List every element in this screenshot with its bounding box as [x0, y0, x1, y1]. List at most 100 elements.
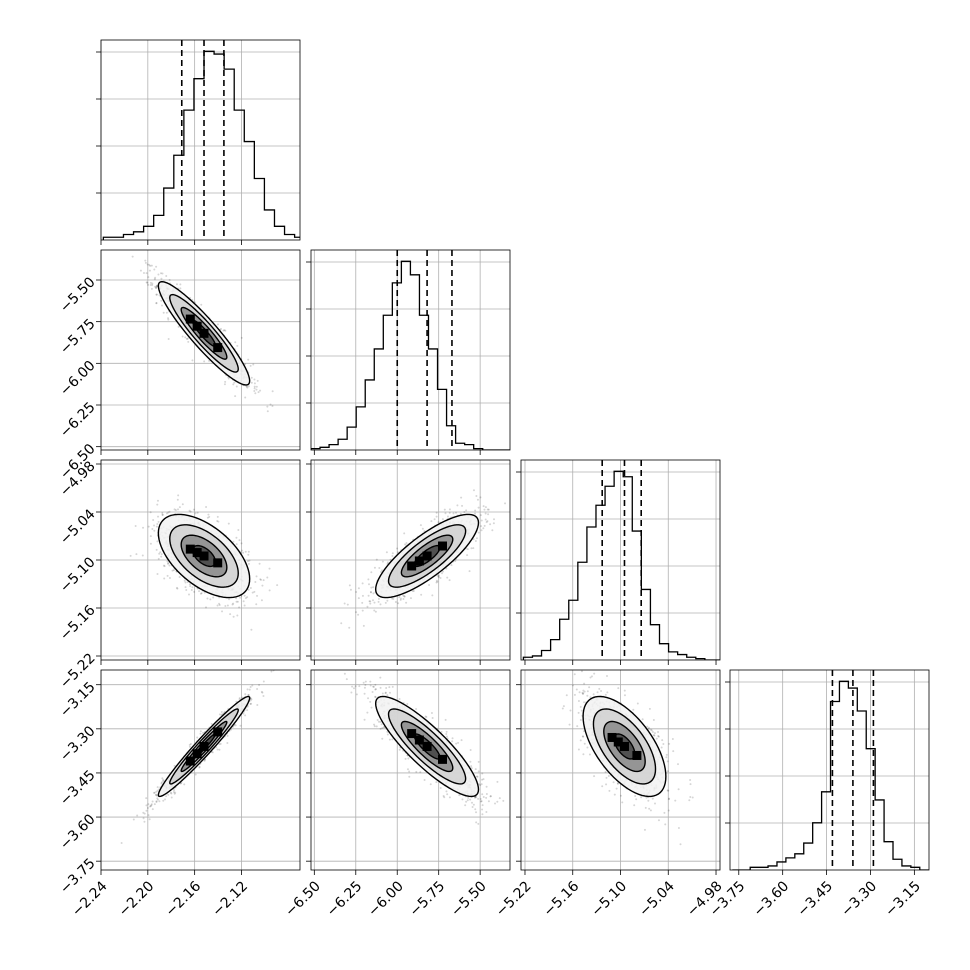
scatter-point [430, 520, 433, 523]
scatter-point [227, 377, 230, 380]
scatter-point [168, 278, 171, 281]
scatter-point [645, 796, 648, 799]
scatter-point [473, 796, 476, 799]
scatter-point [186, 337, 189, 340]
scatter-point [150, 287, 153, 290]
scatter-point [632, 708, 635, 711]
scatter-point [236, 614, 239, 617]
scatter-point [579, 705, 582, 708]
scatter-point [398, 697, 401, 700]
scatter-point [155, 302, 158, 305]
scatter-point [423, 779, 426, 782]
scatter-point [660, 746, 663, 749]
scatter-point [646, 725, 649, 728]
scatter-point [445, 567, 448, 570]
scatter-point [366, 605, 369, 608]
scatter-point [412, 589, 415, 592]
scatter-point [657, 735, 660, 738]
scatter-point [156, 789, 159, 792]
scatter-point [428, 584, 431, 587]
scatter-point [152, 518, 155, 521]
scatter-point [253, 390, 256, 393]
scatter-point [663, 811, 666, 814]
scatter-point [442, 795, 445, 798]
scatter-point [409, 597, 412, 600]
scatter-point [202, 731, 205, 734]
scatter-point [652, 734, 655, 737]
scatter-point [196, 736, 199, 739]
scatter-point [469, 760, 472, 763]
scatter-point [496, 800, 499, 803]
scatter-point [253, 382, 256, 385]
xtick-label: −2.16 [163, 878, 205, 920]
scatter-point [455, 511, 458, 514]
scatter-point [433, 518, 436, 521]
scatter-point [411, 589, 414, 592]
scatter-point [149, 264, 152, 267]
scatter-point [651, 797, 654, 800]
scatter-point [198, 765, 201, 768]
scatter-point [487, 800, 490, 803]
scatter-point [175, 283, 178, 286]
scatter-point [379, 603, 382, 606]
scatter-point [236, 600, 239, 603]
scatter-point [193, 590, 196, 593]
scatter-point [244, 693, 247, 696]
scatter-point [166, 574, 169, 577]
scatter-point [185, 588, 188, 591]
scatter-point [435, 579, 438, 582]
scatter-point [234, 724, 237, 727]
scatter-point [165, 512, 168, 515]
scatter-point [493, 518, 496, 521]
scatter-point [226, 742, 229, 745]
scatter-point [173, 789, 176, 792]
scatter-point [573, 673, 576, 676]
scatter-point [181, 503, 184, 506]
scatter-point [254, 392, 257, 395]
scatter-point [405, 542, 408, 545]
scatter-point [374, 688, 377, 691]
scatter-point [396, 547, 399, 550]
scatter-point [253, 385, 256, 388]
scatter-point [155, 284, 158, 287]
scatter-point [224, 604, 227, 607]
scatter-point [157, 520, 160, 523]
xtick-label: −5.22 [493, 878, 535, 920]
scatter-point [599, 661, 601, 663]
scatter-point [613, 793, 616, 796]
scatter-point [679, 843, 682, 846]
scatter-point [666, 789, 669, 792]
scatter-point [363, 718, 366, 721]
density-peak [199, 328, 209, 338]
scatter-panel-2-3 [516, 661, 721, 875]
scatter-point [475, 775, 478, 778]
scatter-point [191, 586, 194, 589]
scatter-point [354, 685, 357, 688]
scatter-point [391, 685, 394, 688]
scatter-point [384, 692, 387, 695]
scatter-point [373, 609, 376, 612]
scatter-point [253, 387, 256, 390]
scatter-point [372, 685, 375, 688]
scatter-point [384, 601, 387, 604]
scatter-point [391, 597, 394, 600]
scatter-point [247, 385, 250, 388]
scatter-point [474, 808, 477, 811]
scatter-point [373, 725, 376, 728]
scatter-point [149, 511, 152, 514]
scatter-point [425, 715, 428, 718]
scatter-point [258, 684, 261, 687]
scatter-point [439, 786, 442, 789]
scatter-point [245, 385, 248, 388]
scatter-point [565, 694, 568, 697]
scatter-point [155, 548, 158, 551]
histogram-panel-0 [96, 39, 301, 245]
scatter-point [196, 511, 199, 514]
scatter-point [577, 700, 580, 703]
scatter-point [161, 513, 164, 516]
scatter-point [161, 513, 164, 516]
scatter-point [223, 383, 226, 386]
scatter-point [244, 550, 247, 553]
scatter-point [573, 693, 576, 696]
scatter-point [143, 820, 146, 823]
